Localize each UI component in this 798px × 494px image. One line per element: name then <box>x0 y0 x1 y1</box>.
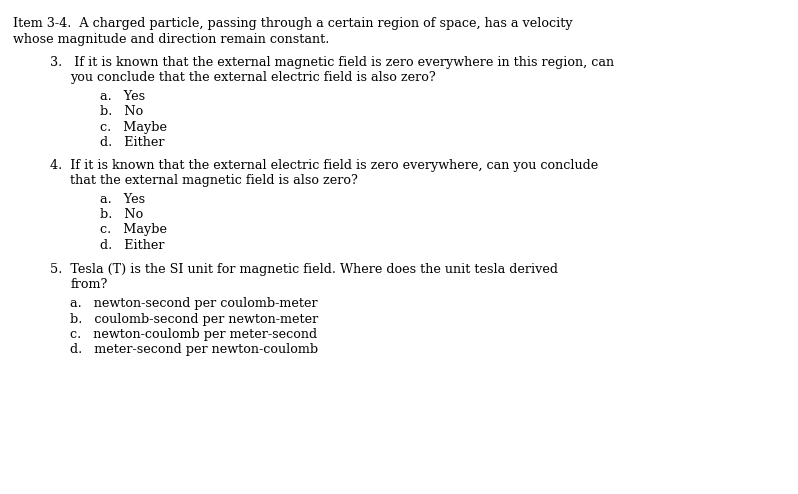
Text: 3.   If it is known that the external magnetic field is zero everywhere in this : 3. If it is known that the external magn… <box>50 56 614 69</box>
Text: b.   No: b. No <box>100 208 143 221</box>
Text: d.   Either: d. Either <box>100 239 164 251</box>
Text: d.   Either: d. Either <box>100 136 164 149</box>
Text: 5.  Tesla (T) is the SI unit for magnetic field. Where does the unit tesla deriv: 5. Tesla (T) is the SI unit for magnetic… <box>50 263 559 276</box>
Text: from?: from? <box>70 278 108 291</box>
Text: a.   newton-second per coulomb-meter: a. newton-second per coulomb-meter <box>70 297 318 310</box>
Text: that the external magnetic field is also zero?: that the external magnetic field is also… <box>70 174 358 187</box>
Text: Item 3-4.  A charged particle, passing through a certain region of space, has a : Item 3-4. A charged particle, passing th… <box>13 17 572 30</box>
Text: c.   newton-coulomb per meter-second: c. newton-coulomb per meter-second <box>70 328 318 341</box>
Text: you conclude that the external electric field is also zero?: you conclude that the external electric … <box>70 71 436 84</box>
Text: a.   Yes: a. Yes <box>100 193 145 206</box>
Text: b.   No: b. No <box>100 105 143 118</box>
Text: b.   coulomb-second per newton-meter: b. coulomb-second per newton-meter <box>70 313 318 326</box>
Text: c.   Maybe: c. Maybe <box>100 121 167 133</box>
Text: d.   meter-second per newton-coulomb: d. meter-second per newton-coulomb <box>70 343 318 356</box>
Text: 4.  If it is known that the external electric field is zero everywhere, can you : 4. If it is known that the external elec… <box>50 159 598 171</box>
Text: whose magnitude and direction remain constant.: whose magnitude and direction remain con… <box>13 33 329 46</box>
Text: a.   Yes: a. Yes <box>100 90 145 103</box>
Text: c.   Maybe: c. Maybe <box>100 223 167 236</box>
